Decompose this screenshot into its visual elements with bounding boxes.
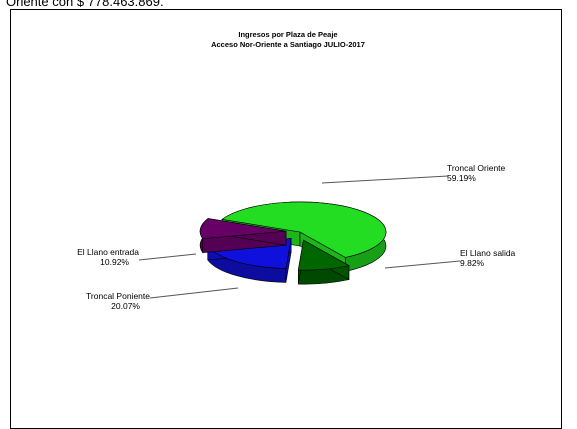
cropped-caption: Oriente con $ 778.463.869.	[6, 0, 164, 9]
chart-subtitle: Acceso Nor-Oriente a Santiago JULIO-2017	[211, 40, 365, 49]
slice-percent-label: 10.92%	[100, 257, 129, 267]
slice-top	[221, 201, 387, 258]
slice-name-label: El Llano salida	[460, 248, 516, 258]
leader-line	[384, 260, 461, 269]
slice-name-label: El Llano entrada	[77, 247, 139, 257]
chart-title: Ingresos por Plaza de Peaje	[238, 30, 337, 39]
leader-line	[321, 175, 449, 184]
slice-top	[297, 239, 350, 271]
slice-name-label: Troncal Oriente	[447, 163, 506, 173]
pie-chart: Ingresos por Plaza de Peaje Acceso Nor-O…	[77, 30, 515, 311]
slice-percent-label: 59.19%	[447, 173, 476, 183]
pie-slices	[199, 201, 387, 285]
slice-top	[199, 218, 287, 239]
leader-line	[138, 253, 197, 261]
slice-name-label: Troncal Poniente	[86, 291, 150, 301]
slice-percent-label: 9.82%	[460, 258, 485, 268]
pie-slice-el-llano-salida	[297, 239, 350, 285]
leader-line	[149, 287, 239, 299]
slice-percent-label: 20.07%	[111, 301, 140, 311]
pie-slice-el-llano-entrada	[199, 217, 287, 254]
